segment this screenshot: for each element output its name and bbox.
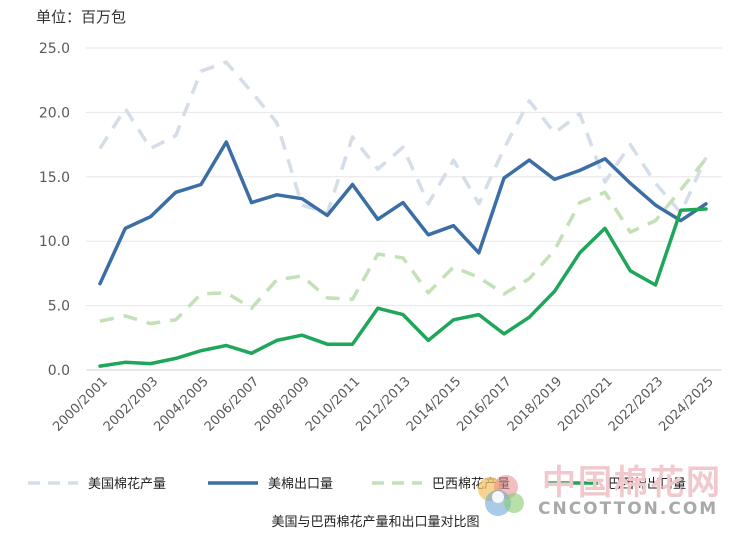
series-line (98, 207, 708, 368)
gridlines (86, 47, 722, 371)
unit-label: 单位：百万包 (36, 8, 127, 26)
x-axis-ticks: 2000/20012002/20032004/20052006/20072008… (50, 374, 717, 435)
y-tick-label: 20.0 (39, 105, 70, 121)
series-line (99, 157, 708, 326)
y-tick-label: 25.0 (39, 41, 70, 57)
series-lines (98, 60, 708, 368)
legend-label: 美国棉花产量 (88, 476, 166, 492)
y-axis-ticks: 0.0 5.0 10.0 15.0 20.0 25.0 (39, 41, 70, 379)
y-tick-label: 15.0 (39, 170, 70, 186)
legend-label: 巴西棉出口量 (608, 477, 686, 492)
y-tick-label: 0.0 (48, 363, 70, 379)
watermark-cn-text: 中国棉花网 (542, 463, 722, 503)
watermark: 中国棉花网 CNCOTTON.COM (468, 455, 746, 527)
series-line (98, 140, 708, 286)
watermark-en-text: CNCOTTON.COM (538, 499, 719, 519)
cotton-logo-icon (478, 475, 524, 516)
legend-label: 美棉出口量 (268, 477, 333, 492)
x-tick-label: 2024/2025 (656, 374, 717, 435)
y-tick-label: 10.0 (39, 234, 70, 250)
chart-caption: 美国与巴西棉花产量和出口量对比图 (271, 515, 480, 530)
y-tick-label: 5.0 (48, 299, 70, 315)
series-line (98, 60, 708, 215)
